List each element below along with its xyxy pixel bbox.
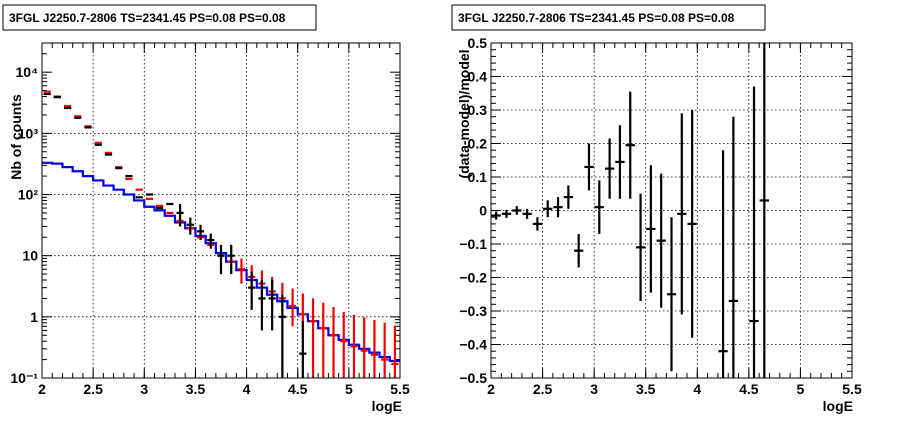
x-tick-label: 2 xyxy=(38,381,46,397)
y-tick-label: −0.3 xyxy=(459,303,487,319)
y-axis-label: Nb of counts xyxy=(8,94,24,180)
title-box xyxy=(2,4,317,31)
y-tick-label: 10² xyxy=(18,187,39,203)
x-tick-label: 2 xyxy=(487,381,495,397)
x-tick-label: 2.5 xyxy=(83,381,103,397)
y-tick-label: 10³ xyxy=(18,125,39,141)
y-tick-label: 0.2 xyxy=(468,136,488,152)
x-tick-label: 4.5 xyxy=(739,381,759,397)
x-tick-label: 3 xyxy=(140,381,148,397)
x-tick-label: 5.5 xyxy=(842,381,862,397)
y-tick-label: −0.2 xyxy=(459,270,487,286)
x-tick-label: 4.5 xyxy=(288,381,308,397)
y-tick-label: 0.1 xyxy=(468,169,488,185)
residuals-panel: 3FGL J2250.7-2806 TS=2341.45 PS=0.08 PS=… xyxy=(451,4,862,414)
y-tick-label: −0.1 xyxy=(459,236,487,252)
counts-panel: 3FGL J2250.7-2806 TS=2341.45 PS=0.08 PS=… xyxy=(2,4,410,414)
y-tick-label: −0.4 xyxy=(459,337,487,353)
x-tick-label: 4 xyxy=(243,381,251,397)
y-tick-label: 0.3 xyxy=(468,102,488,118)
x-tick-label: 2.5 xyxy=(533,381,553,397)
chart-title: 3FGL J2250.7-2806 TS=2341.45 PS=0.08 PS=… xyxy=(9,11,286,25)
y-axis-label: (data-model)/model xyxy=(456,49,472,178)
x-tick-label: 5 xyxy=(797,381,805,397)
y-tick-label: 1 xyxy=(30,309,38,325)
y-tick-label: 0.4 xyxy=(468,69,488,85)
x-tick-label: 3.5 xyxy=(186,381,206,397)
title-box xyxy=(451,4,766,31)
plot-area xyxy=(42,43,400,378)
y-tick-label: −0.5 xyxy=(459,370,487,386)
plot-frame xyxy=(490,42,853,379)
y-tick-label: 0 xyxy=(479,203,487,219)
x-tick-label: 3 xyxy=(590,381,598,397)
x-axis-label: logE xyxy=(372,398,402,414)
x-tick-label: 4 xyxy=(693,381,701,397)
chart-title: 3FGL J2250.7-2806 TS=2341.45 PS=0.08 PS=… xyxy=(458,11,735,25)
y-tick-label: 10 xyxy=(22,248,38,264)
plot-frame xyxy=(41,42,401,379)
y-tick-label: 10⁻¹ xyxy=(10,370,38,386)
x-tick-label: 3.5 xyxy=(636,381,656,397)
y-tick-label: 0.5 xyxy=(468,35,488,51)
x-tick-label: 5 xyxy=(345,381,353,397)
x-tick-label: 5.5 xyxy=(390,381,410,397)
x-axis-label: logE xyxy=(823,398,853,414)
y-tick-label: 10⁴ xyxy=(16,64,39,80)
